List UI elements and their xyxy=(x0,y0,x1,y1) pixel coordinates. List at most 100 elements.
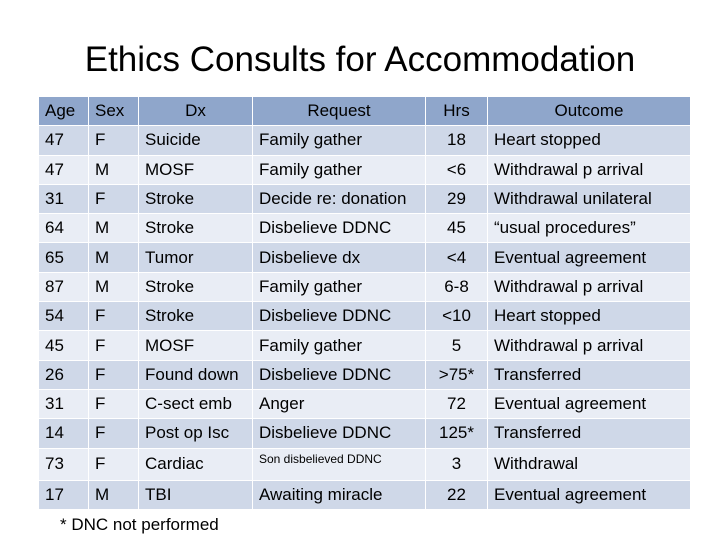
table-cell: 22 xyxy=(425,479,488,511)
table-cell: 18 xyxy=(425,125,488,156)
table-cell: 65 xyxy=(38,242,89,273)
table-cell: F xyxy=(88,301,139,332)
table-cell: <10 xyxy=(425,301,488,332)
table-cell: 29 xyxy=(425,183,488,215)
table-cell: M xyxy=(88,271,139,303)
table-cell: Withdrawal unilateral xyxy=(487,183,691,215)
table-cell: Transferred xyxy=(487,359,691,390)
table-cell: Eventual agreement xyxy=(487,242,691,273)
table-cell: 3 xyxy=(425,447,488,481)
table-cell: Tumor xyxy=(138,242,253,273)
table-cell: Disbelieve DDNC xyxy=(252,213,426,244)
consult-table: Age Sex Dx Request Hrs Outcome 47 F Suicide Fami… xyxy=(38,95,691,511)
table-cell: 72 xyxy=(425,388,488,420)
table-row: 17 M TBI Awaiting miracle 22 Eventual agreeme… xyxy=(38,479,691,511)
table-cell: Withdrawal xyxy=(487,447,691,481)
footnote: * DNC not performed xyxy=(60,515,219,534)
table-cell: 64 xyxy=(38,213,89,244)
header-cell: Age xyxy=(38,95,89,127)
table-cell: Family gather xyxy=(252,125,426,156)
table-cell: Disbelieve DDNC xyxy=(252,418,426,449)
table-cell: 5 xyxy=(425,330,488,361)
table-cell: 6-8 xyxy=(425,271,488,303)
table-cell: Stroke xyxy=(138,183,253,215)
table-cell: Withdrawal p arrival xyxy=(487,154,691,185)
table-row: 26 F Found down Disbelieve DDNC >75* Transfer… xyxy=(38,359,691,390)
table-cell: 125* xyxy=(425,418,488,449)
table-cell: Disbelieve DDNC xyxy=(252,359,426,390)
table-row: 47 M MOSF Family gather <6 Withdrawal p arriv… xyxy=(38,154,691,185)
table-cell: Withdrawal p arrival xyxy=(487,271,691,303)
table-cell: Disbelieve DDNC xyxy=(252,301,426,332)
header-cell: Sex xyxy=(88,95,139,127)
table-cell: Awaiting miracle xyxy=(252,479,426,511)
table-cell: C-sect emb xyxy=(138,388,253,420)
table-cell: F xyxy=(88,183,139,215)
table-body: 47 F Suicide Family gather 18 Heart stopped 47… xyxy=(38,125,691,511)
table-cell: F xyxy=(88,330,139,361)
table-cell: Stroke xyxy=(138,301,253,332)
table-cell: MOSF xyxy=(138,154,253,185)
table-cell: <6 xyxy=(425,154,488,185)
table-cell: Anger xyxy=(252,388,426,420)
table-cell: “usual procedures” xyxy=(487,213,691,244)
table-cell: Cardiac xyxy=(138,447,253,481)
table-cell: Disbelieve dx xyxy=(252,242,426,273)
table-row: 14 F Post op Isc Disbelieve DDNC 125* Transfe… xyxy=(38,418,691,449)
table-row: 73 F Cardiac Son disbelieved DDNC 3 Withdrawa… xyxy=(38,447,691,481)
table-cell: F xyxy=(88,125,139,156)
table-head: Age Sex Dx Request Hrs Outcome xyxy=(38,95,691,127)
table-cell: M xyxy=(88,479,139,511)
table-cell: F xyxy=(88,388,139,420)
table-cell: 31 xyxy=(38,183,89,215)
table-cell: M xyxy=(88,213,139,244)
table-cell: Eventual agreement xyxy=(487,388,691,420)
table-cell: Found down xyxy=(138,359,253,390)
table-cell: M xyxy=(88,242,139,273)
header-cell: Dx xyxy=(138,95,253,127)
table-cell: Decide re: donation xyxy=(252,183,426,215)
table-cell: F xyxy=(88,418,139,449)
table-cell: 47 xyxy=(38,125,89,156)
table-row: 31 F Stroke Decide re: donation 29 Withdrawal… xyxy=(38,183,691,215)
table-cell: Stroke xyxy=(138,213,253,244)
table-cell: Withdrawal p arrival xyxy=(487,330,691,361)
header-row: Age Sex Dx Request Hrs Outcome xyxy=(38,95,691,127)
table-cell: TBI xyxy=(138,479,253,511)
table-cell: 47 xyxy=(38,154,89,185)
table-cell: MOSF xyxy=(138,330,253,361)
table-cell: Post op Isc xyxy=(138,418,253,449)
table-cell: 87 xyxy=(38,271,89,303)
table-cell: Family gather xyxy=(252,330,426,361)
table-cell: Heart stopped xyxy=(487,125,691,156)
table-row: 54 F Stroke Disbelieve DDNC <10 Heart stopped xyxy=(38,301,691,332)
table-cell: 45 xyxy=(38,330,89,361)
table-row: 65 M Tumor Disbelieve dx <4 Eventual agreemen… xyxy=(38,242,691,273)
table-row: 87 M Stroke Family gather 6-8 Withdrawal p ar… xyxy=(38,271,691,303)
table-cell: 31 xyxy=(38,388,89,420)
table-cell: 26 xyxy=(38,359,89,390)
header-cell: Hrs xyxy=(425,95,488,127)
table-cell: Family gather xyxy=(252,271,426,303)
table-cell: Suicide xyxy=(138,125,253,156)
table-cell: 54 xyxy=(38,301,89,332)
table-cell: 73 xyxy=(38,447,89,481)
table-cell: Stroke xyxy=(138,271,253,303)
header-cell: Request xyxy=(252,95,426,127)
table-cell: Heart stopped xyxy=(487,301,691,332)
table-cell: <4 xyxy=(425,242,488,273)
table-row: 47 F Suicide Family gather 18 Heart stopped xyxy=(38,125,691,156)
table-cell: 14 xyxy=(38,418,89,449)
table-cell: Eventual agreement xyxy=(487,479,691,511)
table-cell: Son disbelieved DDNC xyxy=(252,447,426,481)
table-cell: Family gather xyxy=(252,154,426,185)
table-cell: 45 xyxy=(425,213,488,244)
table-cell: F xyxy=(88,359,139,390)
table-cell: M xyxy=(88,154,139,185)
table-cell: 17 xyxy=(38,479,89,511)
table-cell: Transferred xyxy=(487,418,691,449)
table-row: 64 M Stroke Disbelieve DDNC 45 “usual procedu… xyxy=(38,213,691,244)
table-cell: F xyxy=(88,447,139,481)
table-row: 45 F MOSF Family gather 5 Withdrawal p arriva… xyxy=(38,330,691,361)
